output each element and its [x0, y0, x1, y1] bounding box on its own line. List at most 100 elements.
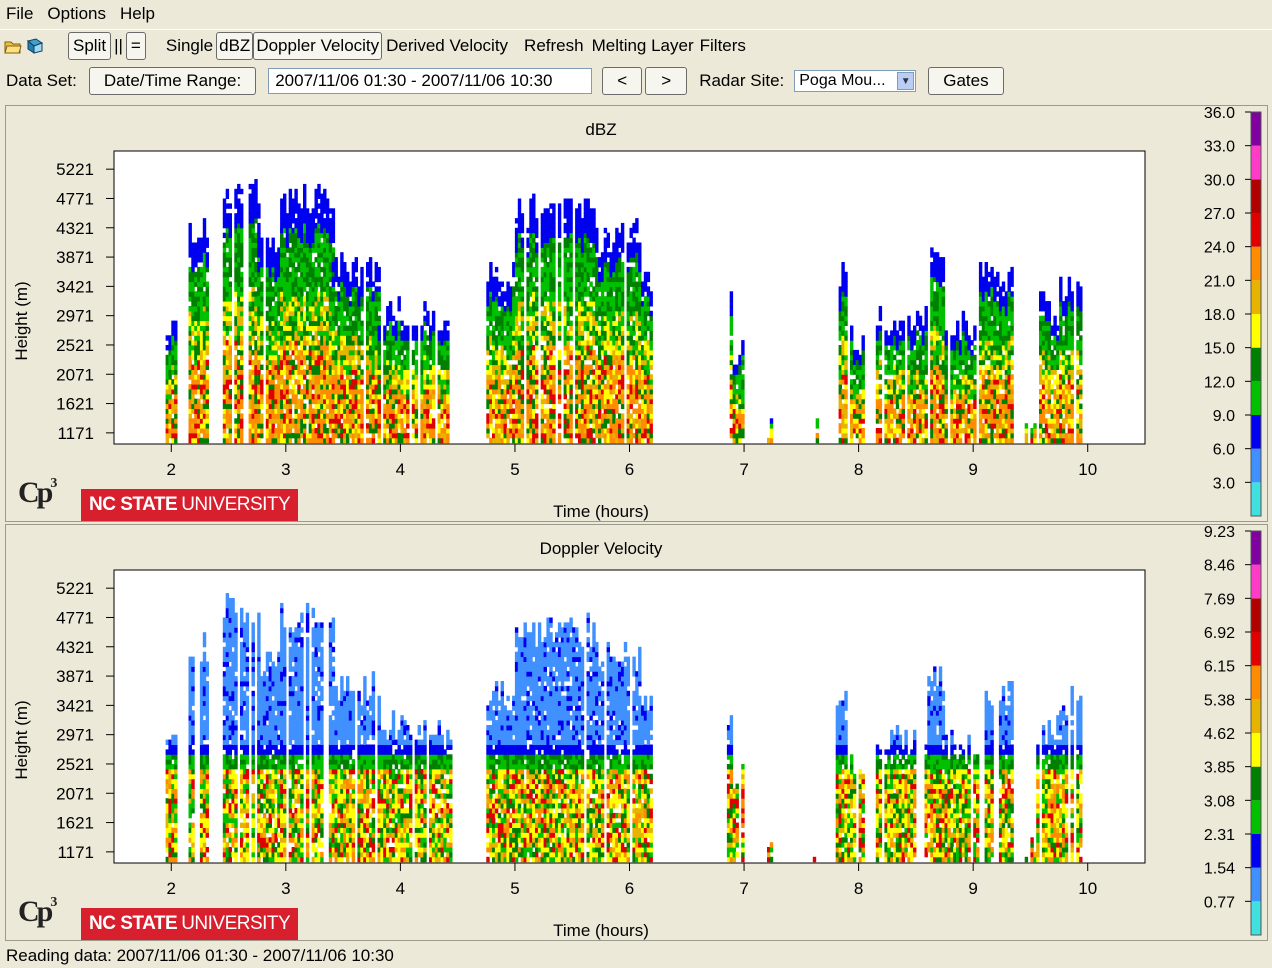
pause-toggle[interactable]: ||: [114, 35, 123, 55]
heatmap-cell: [294, 418, 298, 424]
heatmap-cell: [420, 369, 424, 375]
heatmap-cell: [283, 262, 287, 268]
heatmap-cell: [323, 222, 327, 229]
heatmap-cell: [283, 281, 287, 287]
heatmap-cell: [517, 403, 522, 409]
heatmap-cell: [357, 354, 361, 361]
heatmap-cell: [566, 379, 570, 385]
heatmap-cell: [615, 296, 619, 302]
date-time-range-field[interactable]: 2007/11/06 01:30 - 2007/11/06 10:30: [268, 68, 593, 94]
heatmap-cell: [589, 320, 593, 326]
heatmap-cell: [291, 330, 295, 336]
heatmap-cell: [194, 384, 198, 390]
heatmap-cell: [595, 227, 599, 234]
heatmap-cell: [334, 408, 338, 414]
heatmap-cell: [580, 301, 585, 307]
heatmap-cell: [429, 423, 433, 429]
filters-option[interactable]: Filters: [699, 35, 746, 55]
previous-button[interactable]: <: [602, 67, 643, 95]
heatmap-cell: [497, 315, 502, 322]
heatmap-cell: [592, 232, 596, 239]
heatmap-cell: [609, 437, 613, 444]
heatmap-cell: [337, 325, 341, 331]
open-folder-icon[interactable]: [4, 37, 22, 55]
heatmap-cell: [297, 266, 301, 273]
gates-button[interactable]: Gates: [928, 67, 1004, 95]
heatmap-cell: [391, 423, 396, 429]
heatmap-cell: [205, 374, 209, 380]
menu-file[interactable]: File: [6, 3, 34, 23]
next-button[interactable]: >: [645, 67, 688, 95]
heatmap-cell: [237, 437, 241, 444]
heatmap-cell: [274, 315, 278, 322]
heatmap-cell: [305, 301, 310, 307]
date-time-range-button[interactable]: Date/Time Range:: [88, 67, 257, 95]
menu-help[interactable]: Help: [120, 3, 155, 23]
heatmap-cell: [374, 296, 378, 302]
heatmap-cell: [346, 306, 350, 312]
heatmap-cell: [300, 315, 304, 322]
heatmap-cell: [351, 349, 356, 356]
heatmap-cell: [257, 242, 261, 248]
heatmap-cell: [494, 369, 499, 375]
heatmap-cell: [440, 413, 444, 419]
split-button[interactable]: Split: [68, 31, 112, 60]
heatmap-cell: [323, 291, 327, 297]
heatmap-cell: [595, 301, 599, 307]
single-option[interactable]: Single: [165, 35, 214, 55]
heatmap-cell: [268, 310, 272, 317]
heatmap-cell: [202, 423, 207, 429]
save-book-icon[interactable]: [26, 37, 44, 55]
heatmap-cell: [423, 389, 427, 395]
heatmap-cell: [334, 349, 338, 356]
heatmap-cell: [494, 266, 499, 273]
heatmap-cell: [228, 315, 232, 322]
refresh-option[interactable]: Refresh: [524, 35, 584, 55]
heatmap-cell: [197, 340, 201, 346]
menu-options[interactable]: Options: [47, 3, 106, 23]
heatmap-cell: [248, 237, 252, 243]
heatmap-cell: [274, 389, 278, 395]
heatmap-cell: [552, 345, 556, 351]
heatmap-cell: [268, 374, 272, 380]
heatmap-cell: [618, 423, 622, 429]
heatmap-cell: [629, 364, 633, 370]
heatmap-cell: [317, 428, 321, 434]
heatmap-cell: [354, 384, 358, 390]
melting-layer-option[interactable]: Melting Layer: [591, 35, 694, 55]
heatmap-cell: [303, 183, 307, 190]
heatmap-cell: [514, 413, 519, 419]
heatmap-cell: [165, 408, 169, 414]
heatmap-cell: [360, 291, 364, 297]
heatmap-cell: [202, 369, 207, 375]
heatmap-cell: [566, 227, 570, 234]
heatmap-cell: [563, 247, 567, 253]
heatmap-cell: [526, 291, 530, 297]
heatmap-cell: [351, 413, 356, 419]
heatmap-cell: [529, 310, 533, 317]
heatmap-cell: [314, 247, 318, 253]
derived-velocity-option[interactable]: Derived Velocity: [386, 35, 509, 55]
radar-site-select[interactable]: Poga Mou... ▼: [794, 70, 917, 92]
heatmap-cell: [606, 403, 610, 409]
heatmap-cell: [317, 393, 321, 400]
heatmap-cell: [305, 325, 310, 331]
heatmap-cell: [354, 330, 358, 336]
heatmap-cell: [320, 301, 324, 307]
heatmap-cell: [414, 340, 419, 346]
heatmap-cell: [311, 408, 315, 414]
heatmap-cell: [569, 276, 573, 283]
heatmap-cell: [391, 364, 396, 370]
dbz-toggle[interactable]: dBZ: [216, 31, 254, 60]
heatmap-cell: [618, 413, 622, 419]
heatmap-cell: [583, 306, 588, 312]
heatmap-cell: [503, 423, 507, 429]
heatmap-cell: [320, 242, 324, 248]
equal-button[interactable]: =: [125, 31, 146, 60]
heatmap-cell: [371, 413, 376, 419]
heatmap-cell: [288, 286, 293, 292]
heatmap-cell: [300, 403, 304, 409]
heatmap-cell: [626, 345, 630, 351]
chevron-down-icon[interactable]: ▼: [897, 72, 915, 90]
doppler-velocity-toggle[interactable]: Doppler Velocity: [253, 31, 383, 60]
